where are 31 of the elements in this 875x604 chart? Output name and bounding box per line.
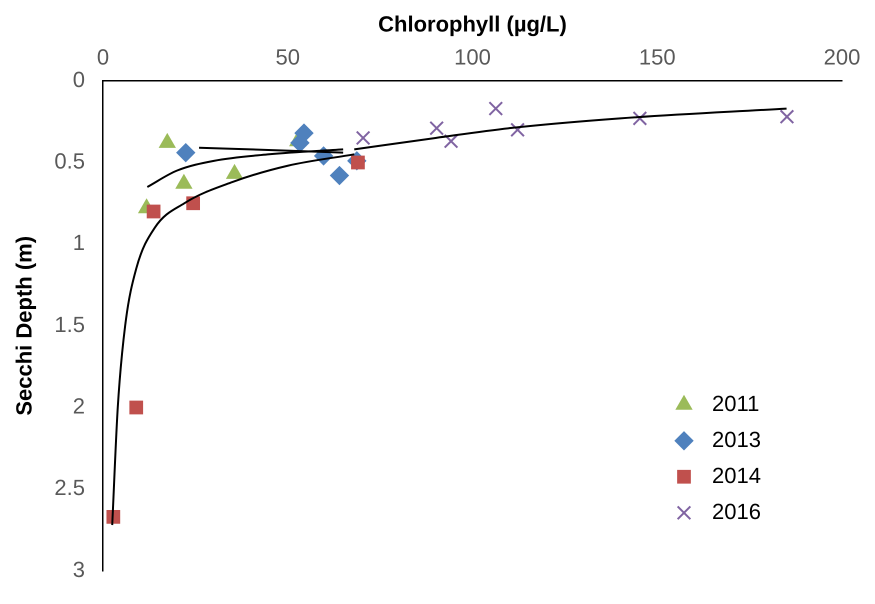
- legend-label: 2014: [712, 462, 761, 488]
- point: [780, 109, 794, 124]
- point: [632, 111, 648, 126]
- x-tick-label: 150: [638, 44, 676, 70]
- x-axis-title: Chlorophyll (µg/L): [378, 11, 567, 36]
- point: [176, 143, 196, 162]
- point: [356, 130, 370, 146]
- line-series: [353, 108, 788, 150]
- line-series: [146, 148, 344, 188]
- point: [444, 134, 458, 149]
- point: [488, 101, 504, 116]
- x-tick-label: 100: [454, 44, 491, 70]
- point: [429, 120, 444, 136]
- legend-label: 2013: [712, 426, 761, 452]
- point: [510, 122, 525, 138]
- y-axis-title: Secchi Depth (m): [11, 236, 36, 416]
- y-tick-label: 0.5: [54, 148, 85, 174]
- point: [330, 166, 349, 186]
- x-tick-label: 50: [275, 44, 300, 70]
- y-tick-label: 1: [72, 230, 85, 256]
- point: [146, 204, 160, 218]
- y-tick-label: 1.5: [54, 312, 85, 337]
- y-tick-label: 3: [72, 556, 85, 582]
- x-tick-label: 0: [96, 44, 110, 70]
- legend-label: 2016: [712, 498, 761, 524]
- y-tick-label: 0: [72, 66, 85, 92]
- y-tick-label: 2.5: [54, 475, 85, 500]
- legend-label: 2011: [712, 390, 760, 416]
- x-tick-label: 200: [824, 44, 860, 70]
- point: [129, 400, 144, 414]
- y-tick-label: 2: [72, 394, 85, 419]
